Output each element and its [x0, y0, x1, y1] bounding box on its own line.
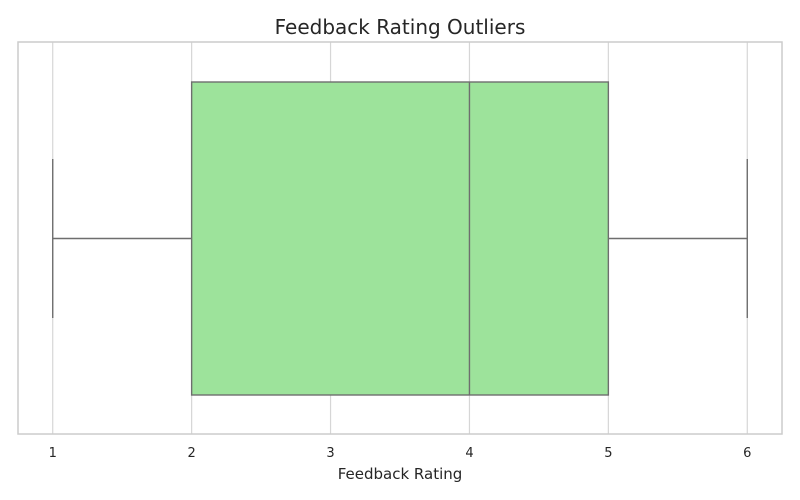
x-axis-ticks: 1 2 3 4 5 6	[49, 446, 752, 461]
x-tick-label: 6	[743, 446, 751, 461]
x-tick-label: 1	[49, 446, 57, 461]
interquartile-box	[190, 81, 610, 396]
box-plot	[52, 81, 748, 396]
x-axis-label: Feedback Rating	[338, 465, 463, 483]
plot-frame	[17, 41, 783, 435]
x-tick-label: 2	[187, 446, 195, 461]
x-tick-label: 4	[465, 446, 473, 461]
x-tick-label: 5	[604, 446, 612, 461]
x-tick-label: 3	[326, 446, 334, 461]
chart-title: Feedback Rating Outliers	[275, 15, 526, 39]
